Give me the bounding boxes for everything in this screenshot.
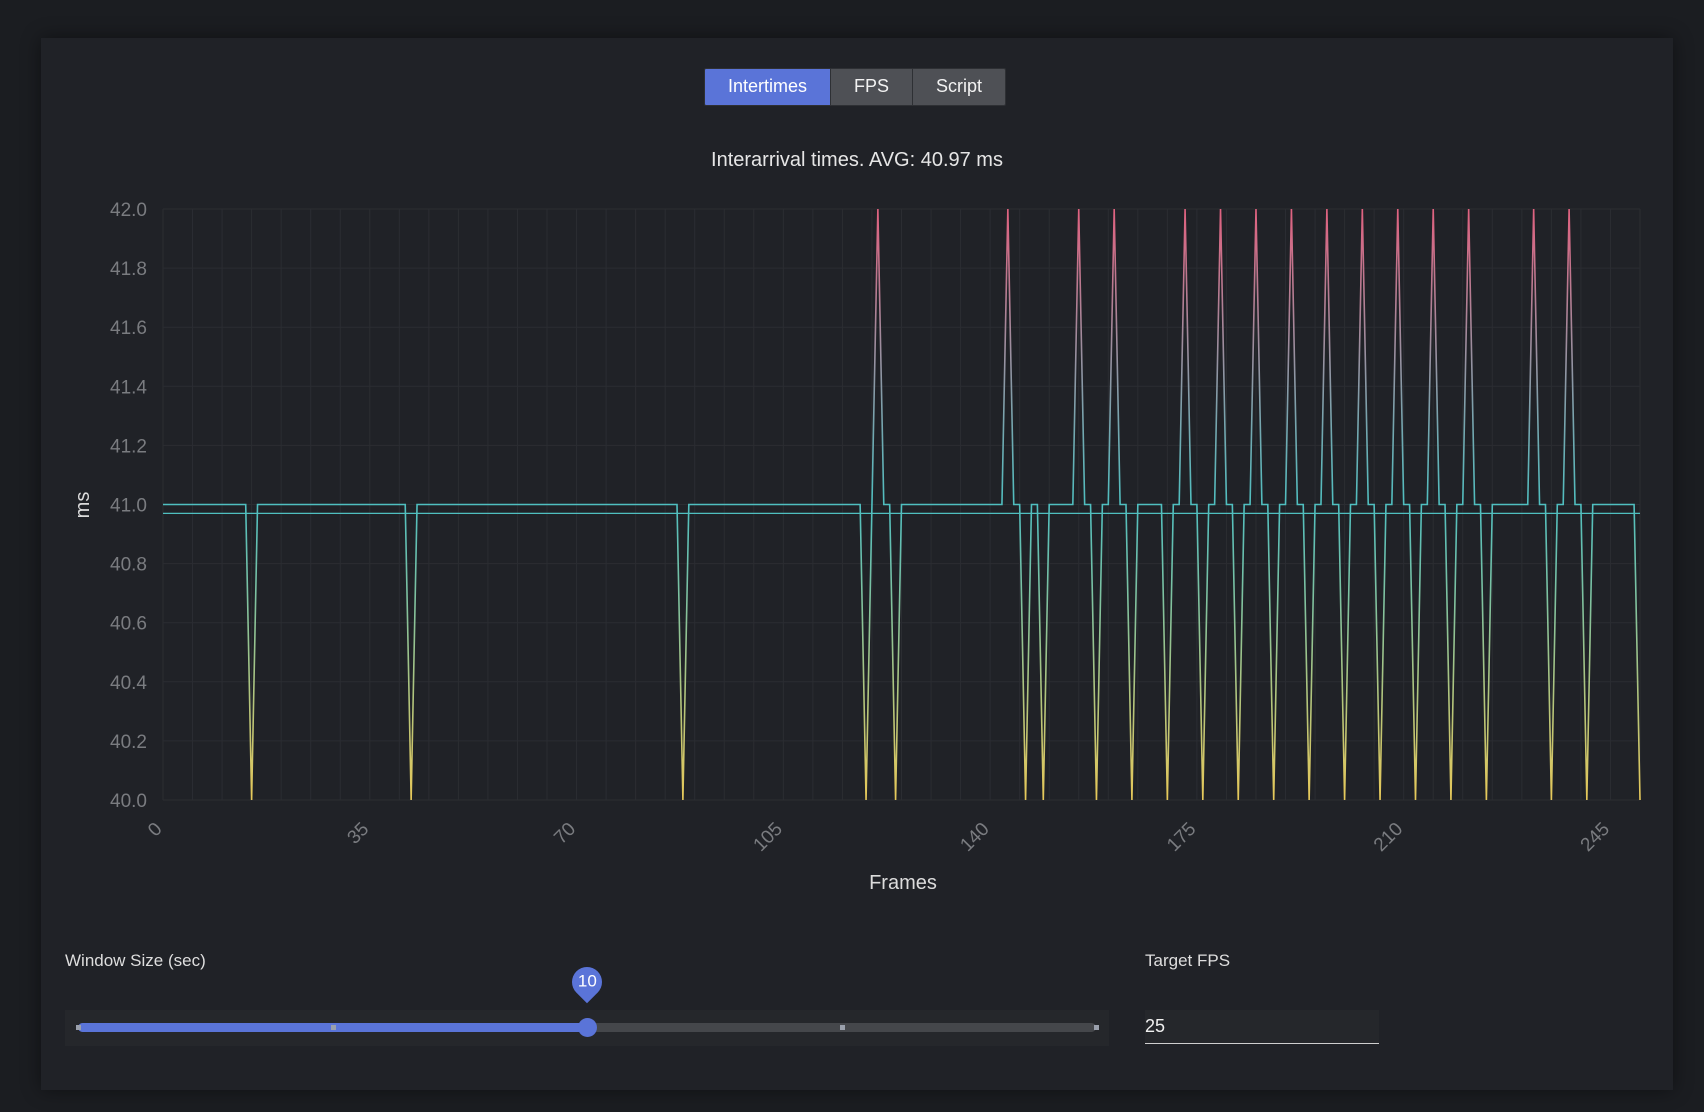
intertimes-chart: Interarrival times. AVG: 40.97 ms 40.040… (72, 149, 1641, 894)
tab-script[interactable]: Script (913, 69, 1006, 105)
y-tick-label: 41.6 (110, 318, 147, 339)
tab-fps[interactable]: FPS (831, 69, 914, 105)
y-tick-label: 41.4 (110, 377, 147, 398)
x-tick-label: 245 (1577, 819, 1614, 856)
x-tick-label: 140 (956, 819, 993, 856)
series-line (163, 208, 1641, 801)
y-axis-label: ms (72, 492, 94, 519)
y-tick-label: 40.6 (110, 614, 147, 635)
y-axis-ticks: 40.0 40.2 40.4 40.6 40.8 41.0 41.2 41.4 41.6 41.8… (110, 200, 147, 812)
slider-mark (76, 1025, 81, 1030)
slider-mark (330, 1025, 336, 1030)
y-tick-label: 40.2 (110, 732, 147, 753)
y-tick-label: 41.8 (110, 259, 147, 280)
window-size-label: Window Size (sec) (65, 951, 206, 970)
chart-title: Interarrival times. AVG: 40.97 ms (711, 149, 1003, 171)
x-axis-ticks: 0 35 70 105 140 175 210 245 (144, 819, 1614, 856)
y-tick-label: 40.4 (110, 673, 147, 694)
view-tabs: Intertimes FPS Script (704, 68, 1007, 106)
x-axis-label: Frames (869, 872, 937, 894)
slider-mark (839, 1025, 845, 1030)
x-tick-label: 210 (1370, 819, 1407, 856)
tab-intertimes[interactable]: Intertimes (705, 69, 832, 105)
x-tick-label: 175 (1163, 819, 1200, 856)
x-tick-label: 35 (344, 819, 374, 849)
y-tick-label: 42.0 (110, 200, 147, 221)
x-tick-label: 0 (144, 819, 166, 841)
y-tick-label: 40.8 (110, 555, 147, 576)
slider-value: 10 (577, 972, 597, 992)
y-tick-label: 40.0 (110, 791, 147, 812)
target-fps-input[interactable] (1145, 1010, 1379, 1044)
window-size-slider[interactable]: 10 (76, 960, 1099, 1037)
slider-mark (1094, 1025, 1099, 1030)
y-tick-label: 41.0 (110, 496, 147, 517)
target-fps-label: Target FPS (1145, 951, 1231, 970)
slider-thumb[interactable] (578, 1018, 597, 1037)
y-tick-label: 41.2 (110, 436, 147, 457)
x-tick-label: 105 (750, 819, 787, 856)
x-tick-label: 70 (550, 819, 580, 849)
